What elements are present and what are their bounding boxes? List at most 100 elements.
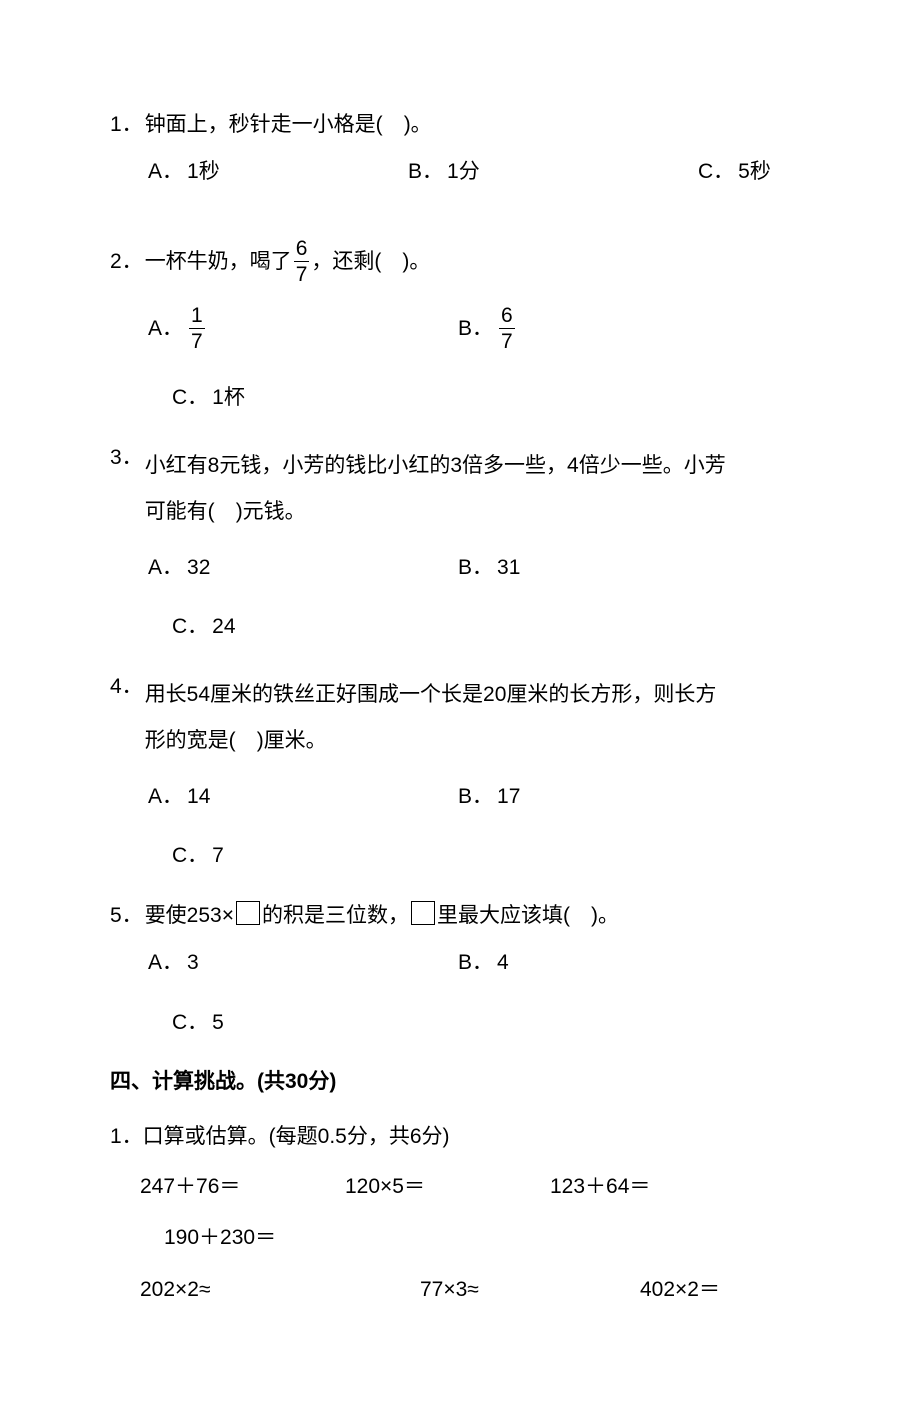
q1-option-a: A．1秒 — [148, 157, 408, 186]
calc-row-2: 190＋230＝ — [140, 1223, 810, 1252]
q3-optB-label: B． — [458, 556, 493, 579]
fraction-bar — [189, 328, 205, 329]
q5-stem-b: 的积是三位数， — [262, 904, 409, 927]
question-4-text: 用长54厘米的铁丝正好围成一个长是20厘米的长方形，则长方 形的宽是( )厘米。 — [145, 672, 810, 764]
calc-r2-c0: 190＋230＝ — [164, 1223, 276, 1252]
q4-optB-label: B． — [458, 785, 493, 808]
calc-r1-c0: 247＋76＝ — [140, 1172, 345, 1201]
q5-optA-label: A． — [148, 951, 183, 974]
q4-optC-label: C． — [172, 844, 208, 867]
question-4-number: 4． — [110, 672, 143, 701]
q1-optC-label: C． — [698, 160, 734, 183]
q4-blank — [236, 729, 257, 752]
q5-blank — [570, 904, 591, 927]
calc-r3-c2: 402×2＝ — [640, 1275, 720, 1304]
q5-option-c: C．5 — [172, 1008, 810, 1037]
question-4: 4． 用长54厘米的铁丝正好围成一个长是20厘米的长方形，则长方 形的宽是( )… — [110, 672, 810, 871]
q2-stem-frac-numer: 6 — [294, 237, 310, 260]
q5-stem-c: 里最大应该填( — [437, 904, 570, 927]
q2-optA-label: A． — [148, 314, 183, 343]
question-2-text: 一杯牛奶，喝了 6 7 ，还剩( )。 — [145, 237, 810, 286]
q1-options-row: A．1秒 B．1分 C．5秒 — [148, 157, 810, 206]
question-1: 1． 钟面上，秒针走一小格是( )。 A．1秒 B．1分 C．5秒 — [110, 110, 810, 207]
q2-optB-label: B． — [458, 314, 493, 343]
q4-optA-text: 14 — [187, 785, 210, 808]
q2-stem-b: ，还剩( — [311, 247, 381, 276]
q3-optB-text: 31 — [497, 556, 520, 579]
blank-box-icon — [411, 901, 435, 925]
q1-optA-text: 1秒 — [187, 160, 220, 183]
question-3-text: 小红有8元钱，小芳的钱比小红的3倍多一些，4倍少一些。小芳 可能有( )元钱。 — [145, 443, 810, 535]
q2-option-b: B． 6 7 — [458, 304, 517, 353]
q3-stem-line2a: 可能有( — [145, 500, 215, 523]
q2-blank — [381, 247, 402, 276]
q5-option-b: B．4 — [458, 948, 509, 977]
question-1-options: A．1秒 B．1分 C．5秒 — [110, 157, 810, 206]
question-4-stem: 4． 用长54厘米的铁丝正好围成一个长是20厘米的长方形，则长方 形的宽是( )… — [110, 672, 810, 764]
q4-optB-text: 17 — [497, 785, 520, 808]
question-5-options: A．3 B．4 C．5 — [110, 948, 810, 1037]
q3-option-a: A．32 — [148, 553, 458, 582]
q3-stem-line1: 小红有8元钱，小芳的钱比小红的3倍多一些，4倍少一些。小芳 — [145, 454, 726, 477]
question-5-stem: 5． 要使253×的积是三位数，里最大应该填( )。 — [110, 901, 810, 930]
q1-stem-b: )。 — [404, 113, 432, 136]
question-2-options: A． 1 7 B． 6 7 C．1杯 — [110, 304, 810, 413]
q5-optB-text: 4 — [497, 951, 509, 974]
calc-r3-c1: 77×3≈ — [420, 1275, 640, 1304]
question-5-text: 要使253× 的积是三位数， 里最大应该填( )。 — [145, 901, 810, 930]
q1-optB-label: B． — [408, 160, 443, 183]
q5-optC-text: 5 — [212, 1011, 224, 1034]
q1-option-c: C．5秒 — [698, 157, 771, 186]
q3-optA-label: A． — [148, 556, 183, 579]
calc-block: 247＋76＝ 120×5＝ 123＋64＝ 190＋230＝ 202×2≈ 7… — [110, 1172, 810, 1304]
q2-stem-c: )。 — [402, 247, 430, 276]
q4-stem-line1: 用长54厘米的铁丝正好围成一个长是20厘米的长方形，则长方 — [145, 683, 717, 706]
q2-option-a: A． 1 7 — [148, 304, 458, 353]
calc-r1-c1: 120×5＝ — [345, 1172, 550, 1201]
q2-optB-frac-denom: 7 — [499, 330, 515, 353]
q2-optC-label: C． — [172, 386, 208, 409]
q2-optA-fraction: 1 7 — [189, 304, 205, 353]
q2-stem-fraction: 6 7 — [294, 237, 310, 286]
q5-stem-a: 要使253× — [145, 904, 234, 927]
q1-optC-text: 5秒 — [738, 160, 771, 183]
q4-optA-label: A． — [148, 785, 183, 808]
q2-optB-fraction: 6 7 — [499, 304, 515, 353]
question-4-options: A．14 B．17 C．7 — [110, 782, 810, 871]
fraction-bar — [294, 261, 310, 262]
q1-optA-label: A． — [148, 160, 183, 183]
question-1-number: 1． — [110, 110, 143, 139]
question-3-options: A．32 B．31 C．24 — [110, 553, 810, 642]
q4-option-c: C．7 — [172, 841, 810, 870]
q5-optC-label: C． — [172, 1011, 208, 1034]
section-4-sub1-heading: 1．口算或估算。(每题0.5分，共6分) — [110, 1122, 810, 1151]
question-2-stem: 2． 一杯牛奶，喝了 6 7 ，还剩( )。 — [110, 237, 810, 286]
calc-row-1: 247＋76＝ 120×5＝ 123＋64＝ — [140, 1172, 810, 1201]
question-3: 3． 小红有8元钱，小芳的钱比小红的3倍多一些，4倍少一些。小芳 可能有( )元… — [110, 443, 810, 642]
question-1-stem: 1． 钟面上，秒针走一小格是( )。 — [110, 110, 810, 139]
q3-optA-text: 32 — [187, 556, 210, 579]
q2-options-row1: A． 1 7 B． 6 7 — [148, 304, 810, 373]
q5-options-row1: A．3 B．4 — [148, 948, 810, 997]
question-2-number: 2． — [110, 247, 143, 276]
q5-stem-d: )。 — [591, 904, 619, 927]
q2-optA-frac-numer: 1 — [189, 304, 205, 327]
question-2: 2． 一杯牛奶，喝了 6 7 ，还剩( )。 A． 1 7 B． — [110, 237, 810, 413]
question-1-text: 钟面上，秒针走一小格是( )。 — [145, 110, 810, 139]
q3-optC-text: 24 — [212, 615, 235, 638]
q2-option-c: C．1杯 — [172, 383, 810, 412]
q3-stem-line2b: )元钱。 — [236, 500, 306, 523]
q3-blank — [215, 500, 236, 523]
q4-stem-line2b: )厘米。 — [257, 729, 327, 752]
question-5: 5． 要使253×的积是三位数，里最大应该填( )。 A．3 B．4 C．5 — [110, 901, 810, 1037]
q3-option-b: B．31 — [458, 553, 520, 582]
q1-blank — [383, 113, 404, 136]
q4-option-b: B．17 — [458, 782, 520, 811]
section-4-heading: 四、计算挑战。(共30分) — [110, 1067, 810, 1096]
q4-option-a: A．14 — [148, 782, 458, 811]
q2-optA-frac-denom: 7 — [189, 330, 205, 353]
q1-option-b: B．1分 — [408, 157, 698, 186]
q3-optC-label: C． — [172, 615, 208, 638]
q5-optA-text: 3 — [187, 951, 199, 974]
q4-options-row1: A．14 B．17 — [148, 782, 810, 831]
